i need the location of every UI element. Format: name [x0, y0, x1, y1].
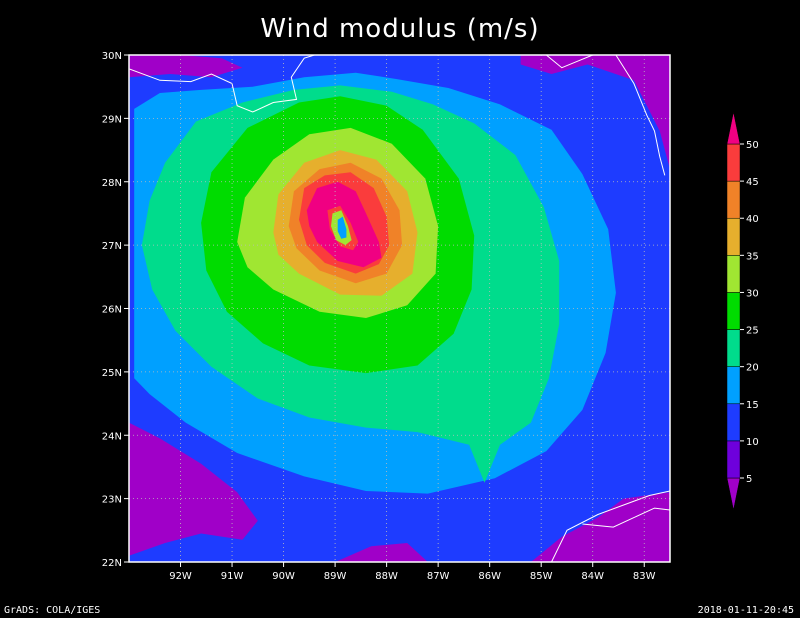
x-tick-label-9: 83W — [633, 571, 656, 582]
colorbar-label-8: 45 — [746, 177, 759, 188]
colorbar-label-5: 30 — [746, 288, 759, 299]
coastline-0 — [129, 55, 315, 113]
x-tick-label-8: 84W — [581, 571, 604, 582]
colorbar-label-6: 35 — [746, 251, 759, 262]
colorbar-label-1: 10 — [746, 437, 759, 448]
coastline-4 — [582, 507, 670, 528]
low-wind-region-0 — [129, 55, 243, 78]
colorbar-segment-40-45 — [726, 180, 741, 219]
footer-timestamp: 2018-01-11-20:45 — [697, 605, 794, 616]
x-tick-label-7: 85W — [530, 571, 553, 582]
y-tick-label-0: 22N — [102, 558, 122, 569]
x-tick-label-5: 87W — [427, 571, 450, 582]
coastline-1 — [545, 55, 593, 69]
x-tick-label-1: 91W — [221, 571, 244, 582]
y-tick-label-1: 23N — [102, 495, 122, 506]
y-tick-label-7: 29N — [102, 114, 122, 125]
colorbar-segment-10-15 — [726, 403, 741, 442]
colorbar-segment-45-50 — [726, 143, 741, 182]
coastline-3 — [551, 490, 670, 562]
colorbar-segment-30-35 — [726, 255, 741, 293]
colorbar-label-4: 25 — [746, 326, 759, 337]
low-wind-region-1 — [520, 55, 670, 170]
colorbar-label-0: 5 — [746, 474, 752, 485]
x-tick-label-0: 92W — [169, 571, 192, 582]
footer-credit: GrADS: COLA/IGES — [4, 605, 101, 616]
x-tick-label-4: 88W — [375, 571, 398, 582]
colorbar-segment-35-40 — [726, 217, 741, 256]
y-axis-ticks: 22N 23N 24N 25N 26N 27N 28N 29N 30N — [102, 51, 129, 569]
colorbar-segment-5-10 — [726, 440, 741, 479]
y-tick-label-6: 28N — [102, 178, 122, 189]
y-tick-label-3: 25N — [102, 368, 122, 379]
colorbar-label-7: 40 — [746, 214, 759, 225]
x-tick-label-6: 86W — [478, 571, 501, 582]
colorbar-label-9: 50 — [746, 140, 759, 151]
x-axis-ticks: 92W 91W 90W 89W 88W 87W 86W 85W 84W 83W — [169, 562, 656, 582]
chart-title: Wind modulus (m/s) — [260, 14, 540, 44]
colorbar: 5 10 15 20 25 30 35 40 45 50 — [726, 111, 759, 511]
colorbar-label-3: 20 — [746, 363, 759, 374]
low-wind-region-2 — [129, 422, 258, 556]
coastline-2 — [615, 55, 666, 176]
y-tick-label-8: 30N — [102, 51, 122, 62]
y-tick-label-2: 24N — [102, 431, 122, 442]
x-tick-label-2: 90W — [272, 571, 295, 582]
colorbar-segment-below-min — [726, 477, 741, 511]
contour-fills — [129, 55, 670, 562]
low-wind-region-3 — [335, 543, 428, 562]
colorbar-segment-25-30 — [726, 292, 741, 330]
y-tick-label-5: 27N — [102, 241, 122, 252]
wind-contour-15-10 — [337, 216, 347, 239]
colorbar-segment-above-max — [726, 111, 741, 145]
colorbar-label-2: 15 — [746, 400, 759, 411]
x-tick-label-3: 89W — [324, 571, 347, 582]
low-wind-region-4 — [530, 492, 670, 562]
colorbar-segment-15-20 — [726, 366, 741, 405]
colorbar-segment-20-25 — [726, 329, 741, 367]
gridlines — [129, 55, 670, 562]
coastlines — [129, 55, 670, 562]
y-tick-label-4: 26N — [102, 305, 122, 316]
